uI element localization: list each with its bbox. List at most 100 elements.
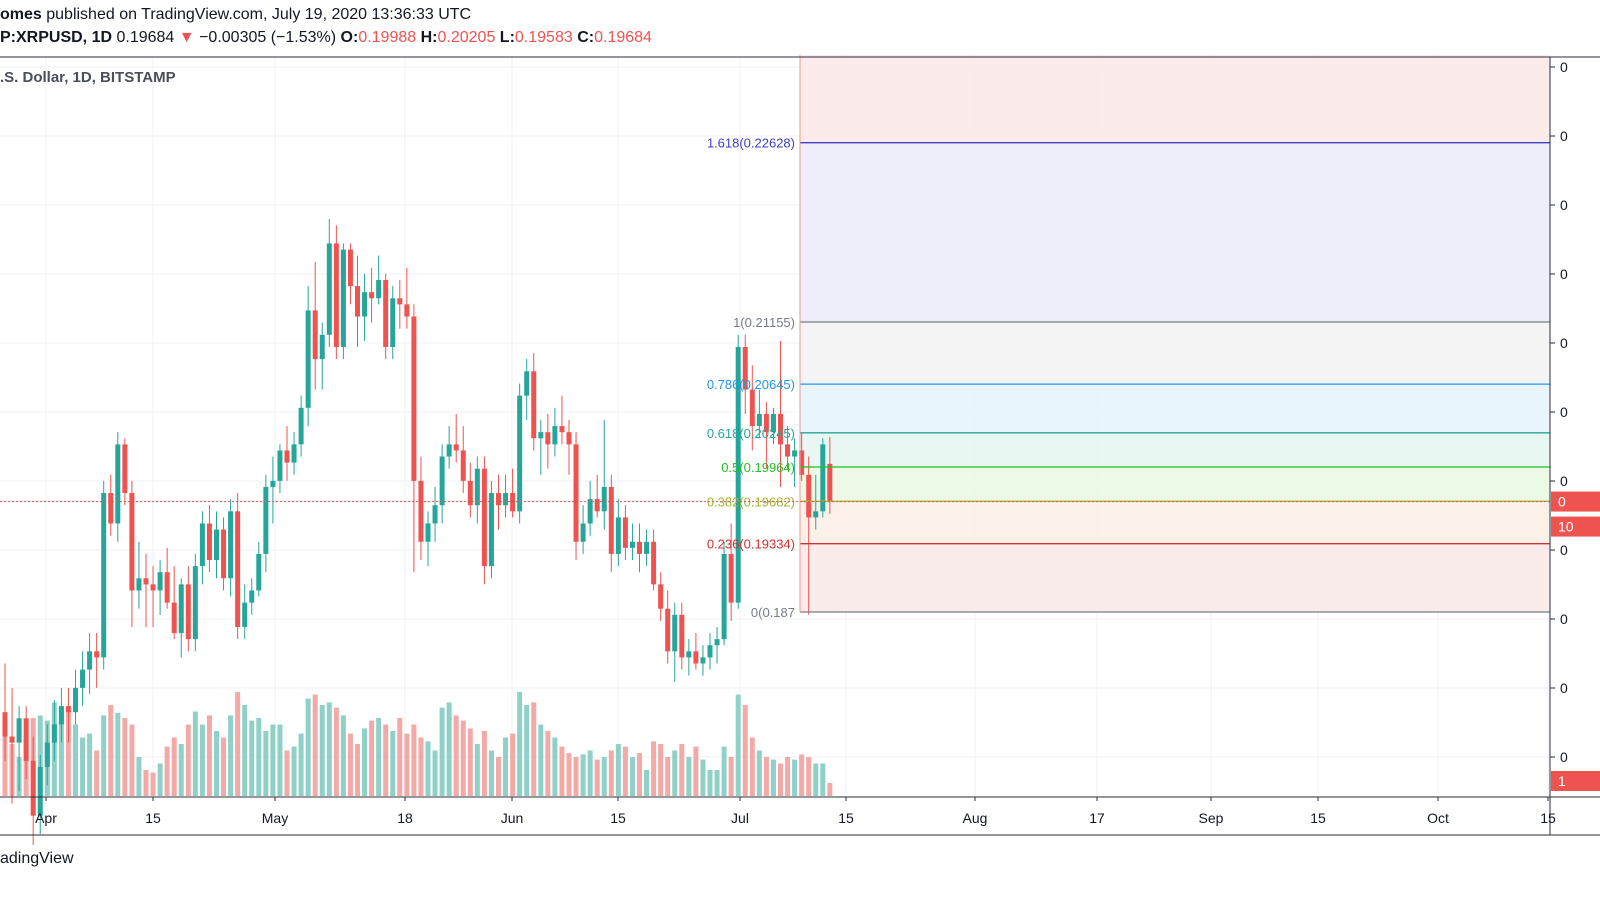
- candle-body: [756, 413, 762, 427]
- candle-body: [481, 468, 487, 567]
- y-tick-label: 0: [1560, 404, 1568, 420]
- candle-body: [813, 511, 819, 518]
- volume-bar: [263, 731, 269, 796]
- candle-body: [383, 279, 389, 347]
- candle-body: [637, 541, 642, 554]
- candle-body: [608, 486, 614, 554]
- volume-bar: [601, 757, 607, 796]
- candle-body: [545, 432, 551, 445]
- candle-body: [206, 523, 212, 561]
- volume-bar: [221, 737, 227, 796]
- volume-bar: [792, 759, 798, 796]
- candle-body: [467, 480, 473, 506]
- candle-body: [531, 371, 537, 439]
- volume-bar: [813, 763, 819, 796]
- candle-body: [432, 505, 438, 524]
- y-tick-label: 0: [1560, 542, 1568, 558]
- candle-body: [199, 523, 205, 567]
- candle-body: [397, 298, 403, 305]
- fib-label: 1.618(0.22628): [707, 136, 795, 151]
- candle-body: [503, 493, 509, 506]
- candle-body: [305, 310, 311, 408]
- volume-bar: [756, 750, 762, 796]
- candle-body: [770, 413, 776, 433]
- y-tick-label: 0: [1560, 197, 1568, 213]
- volume-bar: [517, 692, 523, 796]
- y-axis-labels: 0 0 0 0 0 0 0 0 0 0 0: [1550, 59, 1568, 765]
- candle-body: [496, 493, 501, 506]
- candle-body: [30, 760, 36, 816]
- candle-body: [221, 529, 227, 579]
- candle-body: [298, 407, 304, 445]
- volume-bar: [742, 705, 748, 796]
- volume-bar: [164, 746, 170, 796]
- candle-body: [51, 724, 57, 743]
- fib-label: 0.786(0.20645): [707, 377, 795, 392]
- volume-bar: [122, 718, 128, 796]
- candle-body: [312, 310, 318, 360]
- current-price-tag-bg: [1551, 491, 1600, 512]
- volume-bar: [700, 759, 706, 796]
- candle-body: [749, 389, 755, 427]
- volume-bar: [474, 744, 480, 796]
- volume-bar: [383, 724, 389, 796]
- volume-bar: [622, 746, 628, 796]
- volume-bar: [545, 731, 551, 796]
- candle-body: [164, 572, 170, 603]
- fib-label: 0.382(0.19682): [707, 494, 795, 509]
- volume-bar: [629, 757, 635, 796]
- open-value: 0.19988: [358, 29, 417, 46]
- candle-body: [122, 444, 128, 494]
- candle-body: [792, 450, 798, 457]
- candle-body: [23, 718, 29, 761]
- volume-bar: [242, 705, 248, 796]
- volume-bar: [714, 770, 720, 796]
- candle-body: [2, 712, 8, 737]
- volume-bar: [679, 744, 685, 796]
- x-tick-label: 15: [610, 810, 626, 826]
- x-axis-labels: Apr 15 May 18 Jun 15 Jul 15 Aug 17 Sep 15 Oct 15: [35, 797, 1556, 826]
- candle-body: [411, 316, 417, 481]
- fib-label: 0.5(0.19964): [721, 460, 795, 475]
- volume-bar: [404, 733, 410, 796]
- volume-bar: [510, 733, 516, 796]
- volume-bar: [291, 746, 297, 796]
- candle-body: [587, 499, 593, 524]
- x-tick-label: Jul: [731, 810, 749, 826]
- volume-bar: [80, 737, 86, 796]
- fib-bands: [800, 55, 1550, 612]
- volume-bar: [707, 770, 713, 796]
- candle-body: [566, 432, 572, 445]
- price-change: −0.00305 (−1.53%): [199, 29, 337, 46]
- volume-bar: [228, 715, 234, 796]
- volume-bar: [73, 724, 78, 796]
- price-chart[interactable]: 2.618(0.25011)1.618(0.22628)1(0.21155)0.…: [0, 55, 1600, 845]
- volume-bar: [820, 763, 826, 796]
- x-tick-label: 15: [145, 810, 161, 826]
- x-tick-label: Apr: [35, 810, 57, 826]
- candle-body: [369, 292, 375, 299]
- volume-bar: [185, 724, 191, 796]
- volume-bar: [136, 757, 142, 796]
- x-tick-label: Aug: [963, 810, 988, 826]
- volume-bar: [531, 702, 537, 796]
- volume-bar: [418, 737, 424, 796]
- last-price: 0.19684: [116, 29, 175, 46]
- candle-body: [94, 651, 100, 658]
- volume-bar: [284, 750, 290, 796]
- volume-bar: [249, 720, 255, 796]
- candle-body: [763, 413, 769, 433]
- volume-bar: [171, 737, 177, 796]
- y-tick-label: 0: [1560, 680, 1568, 696]
- candle-body: [693, 651, 699, 664]
- volume-bar: [672, 750, 678, 796]
- candle-body: [404, 304, 410, 317]
- x-tick-label: 15: [1540, 810, 1556, 826]
- candle-body: [559, 426, 565, 433]
- volume-bar: [369, 720, 375, 796]
- candle-body: [644, 541, 650, 554]
- candle-body: [340, 249, 346, 347]
- candle-body: [658, 584, 664, 609]
- volume-bar: [488, 750, 494, 796]
- candle-body: [150, 584, 156, 591]
